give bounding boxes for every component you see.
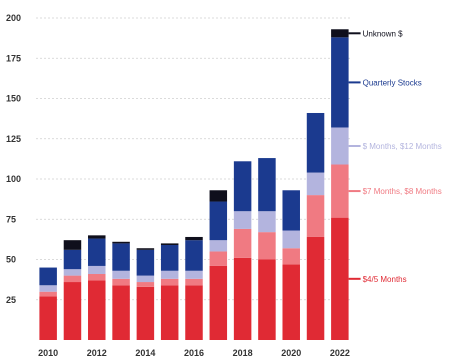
bar-segment (160, 243, 179, 246)
bar-segment (112, 270, 130, 279)
bar-segment (258, 211, 276, 233)
x-tick-label: 2014 (135, 348, 155, 358)
bar-segment (306, 195, 325, 237)
bar-segment (160, 278, 179, 286)
x-tick-label: 2018 (233, 348, 253, 358)
x-tick-label: 2020 (281, 348, 301, 358)
legend-label: Unknown $ (363, 29, 404, 38)
bar-segment (233, 161, 252, 212)
bar-segment (160, 245, 179, 271)
bar-segment (258, 158, 276, 212)
bar-segment (88, 273, 106, 281)
bar-segment (63, 240, 82, 250)
bar-segment (258, 232, 276, 260)
bar-segment (39, 291, 57, 297)
y-tick-label: 50 (6, 255, 16, 265)
bar-segment (331, 127, 349, 165)
bar-segment (306, 236, 325, 340)
bar-segment (185, 240, 203, 271)
x-tick-label: 2022 (330, 348, 350, 358)
y-tick-label: 25 (6, 295, 16, 305)
bar-segment (331, 37, 349, 128)
bar-segment (88, 238, 106, 266)
bar-segment (88, 235, 106, 239)
bar-segment (282, 190, 300, 231)
bar-segment (209, 240, 228, 252)
y-tick-label: 100 (6, 174, 21, 184)
bar-segment (209, 190, 228, 202)
bar-segment (39, 267, 57, 286)
bar-segment (185, 285, 203, 340)
bar-segment (136, 248, 155, 250)
bar-segment (136, 275, 155, 283)
bar-segment (136, 282, 155, 287)
bar-segment (209, 201, 228, 241)
bar-segment (39, 296, 57, 340)
legend-label: $7 Months, $8 Months (363, 187, 442, 196)
bar-segment (160, 270, 179, 279)
bar-segment (112, 243, 130, 271)
bar-segment (185, 236, 203, 241)
legend-label: Quarterly Stocks (363, 78, 422, 87)
bar-segment (136, 249, 155, 276)
bar-segment (88, 265, 106, 274)
bar-segment (112, 285, 130, 340)
bar-segment (39, 285, 57, 292)
bar-segment (209, 265, 228, 340)
bar-segment (233, 211, 252, 229)
bar-segment (233, 228, 252, 258)
bar-segment (63, 275, 82, 283)
y-tick-label: 150 (6, 94, 21, 104)
bar-segment (63, 282, 82, 340)
bar-segment (63, 269, 82, 276)
bar-segment (331, 29, 349, 38)
x-tick-label: 2012 (87, 348, 107, 358)
x-tick-label: 2010 (38, 348, 58, 358)
x-axis-ticks: 2010 2012 2014 2016 2018 2020 2022 (38, 348, 350, 358)
bar-segment (112, 278, 130, 286)
y-tick-label: 125 (6, 134, 21, 144)
x-tick-label: 2016 (184, 348, 204, 358)
legend-label: $4/5 Months (363, 275, 407, 284)
y-tick-label: 75 (6, 214, 16, 224)
bar-segment (233, 257, 252, 340)
y-axis-ticks: 200 175 150 125 100 75 50 25 (6, 13, 21, 305)
bar-segment (331, 164, 349, 218)
bar-segment (185, 278, 203, 286)
y-tick-label: 200 (6, 13, 21, 23)
bar-segment (306, 172, 325, 196)
bar-segment (88, 280, 106, 340)
bar-segment (282, 230, 300, 249)
bar-segment (185, 270, 203, 279)
y-tick-label: 175 (6, 53, 21, 63)
legend: $4/5 Months $7 Months, $8 Months $ Months,… (348, 29, 442, 284)
bar-segment (258, 259, 276, 340)
bar-segment (282, 248, 300, 265)
legend-label: $ Months, $12 Months (363, 142, 442, 151)
bar-segment (160, 285, 179, 340)
bar-segment (282, 264, 300, 340)
bar-segment (331, 217, 349, 340)
bar-segment (306, 112, 325, 173)
bar-segment (136, 286, 155, 340)
bars (39, 29, 349, 340)
bar-segment (112, 241, 130, 244)
bar-segment (209, 251, 228, 266)
bar-segment (63, 249, 82, 270)
